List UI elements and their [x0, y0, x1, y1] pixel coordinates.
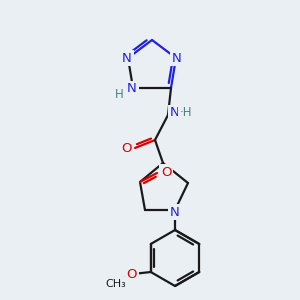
Text: N: N — [122, 52, 132, 64]
Text: N: N — [170, 106, 180, 119]
Text: N: N — [172, 52, 182, 64]
Text: N: N — [170, 206, 180, 218]
Text: O: O — [161, 166, 171, 178]
Text: ·H: ·H — [180, 106, 192, 119]
Text: O: O — [127, 268, 137, 281]
Text: CH₃: CH₃ — [105, 279, 126, 289]
Text: H: H — [115, 88, 123, 100]
Text: O: O — [122, 142, 132, 154]
Text: N: N — [127, 82, 137, 95]
